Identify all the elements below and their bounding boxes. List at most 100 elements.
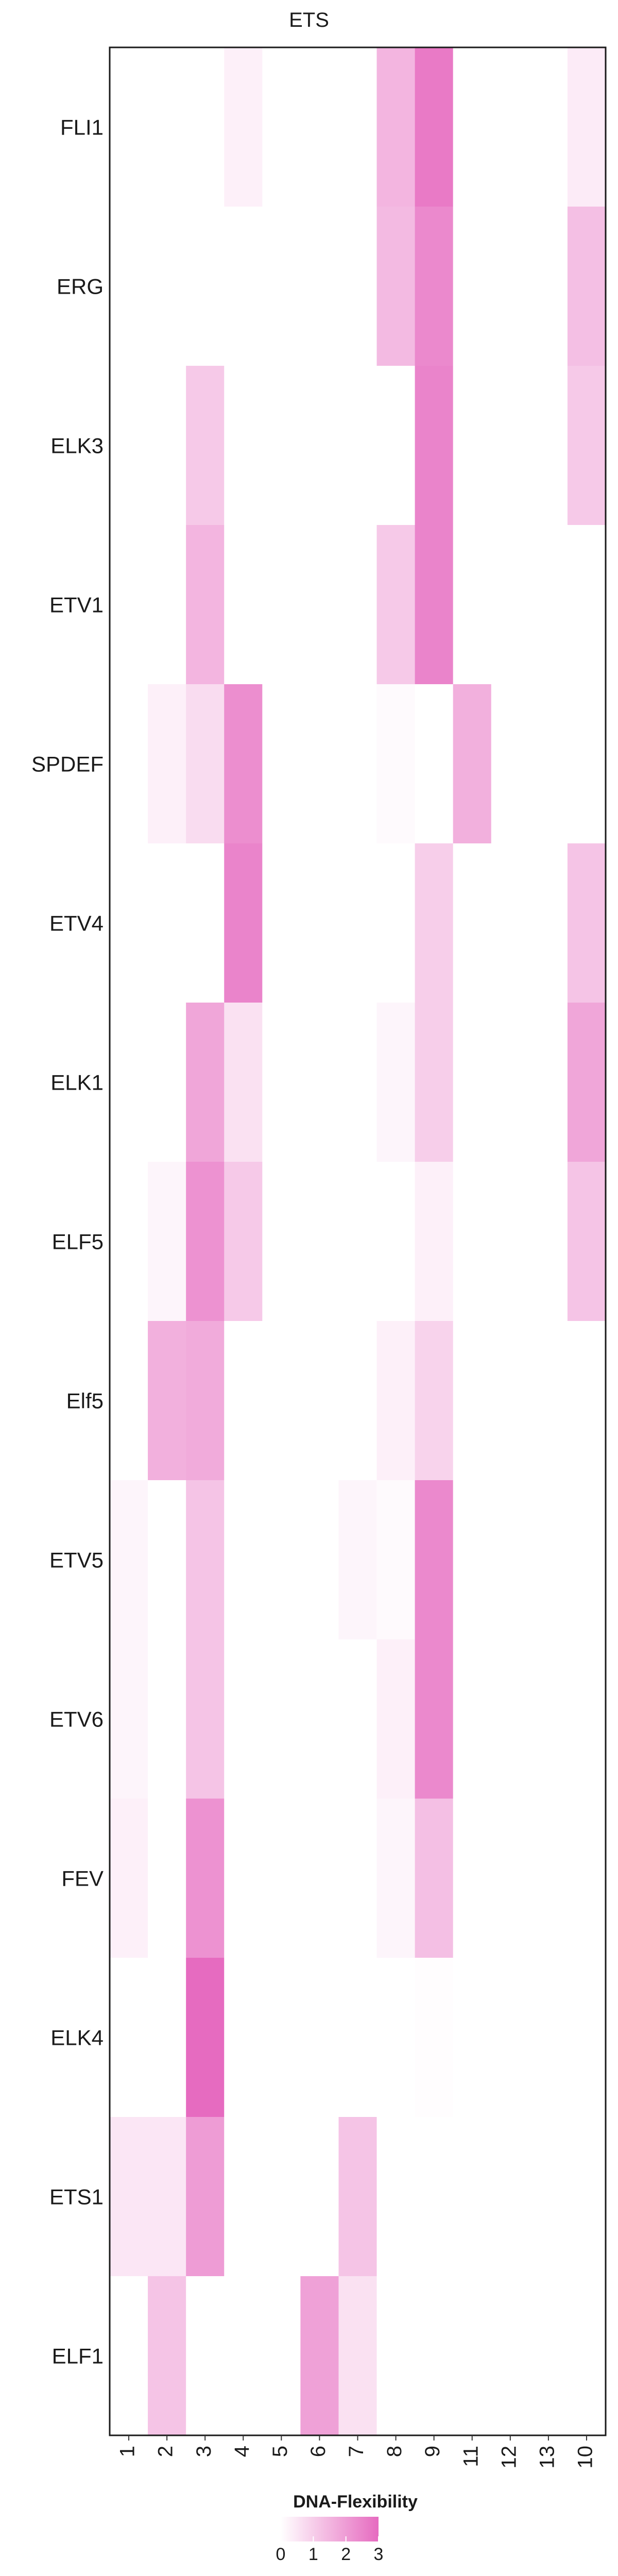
heatmap-cell xyxy=(224,684,263,844)
legend-color-bar xyxy=(281,2517,379,2541)
legend-tick-label: 0 xyxy=(276,2545,286,2564)
heatmap-cell xyxy=(186,843,225,1003)
heatmap-cell xyxy=(491,1162,530,1321)
legend-title: DNA-Flexibility xyxy=(293,2492,418,2512)
heatmap-cell xyxy=(110,366,148,526)
heatmap-cell xyxy=(110,1162,148,1321)
heatmap-cell xyxy=(567,1003,606,1162)
heatmap-cell xyxy=(491,1480,530,1640)
heatmap-cell xyxy=(567,1321,606,1481)
heatmap-cell xyxy=(376,1003,416,1162)
heatmap-cell xyxy=(491,1639,530,1799)
heatmap-cell xyxy=(110,843,148,1003)
heatmap-cell xyxy=(491,2117,530,2277)
heatmap-cell xyxy=(415,366,454,526)
column-label: 10 xyxy=(574,2446,597,2469)
heatmap-cell xyxy=(453,1639,492,1799)
legend-tick-label: 2 xyxy=(341,2545,351,2564)
heatmap-cell xyxy=(567,207,606,366)
row-label: ELK3 xyxy=(50,434,104,458)
heatmap-cell xyxy=(453,1958,492,2117)
heatmap-cell xyxy=(262,525,301,685)
heatmap-cell xyxy=(415,1799,454,1958)
column-label: 4 xyxy=(231,2446,253,2457)
heatmap-cell xyxy=(300,684,339,844)
heatmap-cell xyxy=(567,2276,606,2436)
heatmap-cell xyxy=(186,366,225,526)
heatmap-cell xyxy=(148,1958,186,2117)
heatmap-cell xyxy=(491,1799,530,1958)
heatmap-cell xyxy=(567,366,606,526)
heatmap-cell xyxy=(376,1321,416,1481)
heatmap-cell xyxy=(300,366,339,526)
heatmap-cell xyxy=(262,1162,301,1321)
heatmap-cell xyxy=(186,1799,225,1958)
heatmap-cell xyxy=(300,843,339,1003)
heatmap-cell xyxy=(148,1162,186,1321)
heatmap-cell xyxy=(300,207,339,366)
heatmap-cell xyxy=(110,2276,148,2436)
column-label: 7 xyxy=(345,2446,368,2457)
heatmap-cell xyxy=(110,1480,148,1640)
heatmap-cell xyxy=(376,1958,416,2117)
heatmap-cell xyxy=(453,207,492,366)
heatmap-cell xyxy=(376,2117,416,2277)
heatmap-cell xyxy=(376,207,416,366)
heatmap-cell xyxy=(338,1639,377,1799)
column-label: 8 xyxy=(383,2446,406,2457)
heatmap-cell xyxy=(376,47,416,207)
row-label: ETV1 xyxy=(49,593,104,617)
heatmap-cell xyxy=(224,1639,263,1799)
heatmap-cell xyxy=(148,843,186,1003)
heatmap-cell xyxy=(262,2117,301,2277)
heatmap-cell xyxy=(453,1162,492,1321)
heatmap-cell xyxy=(338,1162,377,1321)
heatmap-cell xyxy=(224,2117,263,2277)
heatmap-cell xyxy=(148,1321,186,1481)
heatmap-cell xyxy=(186,1639,225,1799)
heatmap-cell xyxy=(415,1480,454,1640)
heatmap-cell xyxy=(376,1799,416,1958)
heatmap-cell xyxy=(110,525,148,685)
heatmap-cell xyxy=(529,207,568,366)
heatmap-cells xyxy=(110,47,606,2436)
heatmap-cell xyxy=(224,366,263,526)
heatmap-cell xyxy=(376,1480,416,1640)
heatmap-cell xyxy=(415,525,454,685)
heatmap-cell xyxy=(262,684,301,844)
heatmap-cell xyxy=(529,2117,568,2277)
legend-tick-label: 3 xyxy=(374,2545,384,2564)
heatmap-cell xyxy=(110,207,148,366)
heatmap-cell xyxy=(415,1958,454,2117)
column-label: 13 xyxy=(536,2446,558,2469)
heatmap-cell xyxy=(186,207,225,366)
heatmap-cell xyxy=(491,1958,530,2117)
column-label: 5 xyxy=(269,2446,291,2457)
heatmap-cell xyxy=(186,2117,225,2277)
heatmap-cell xyxy=(262,1480,301,1640)
heatmap-cell xyxy=(148,366,186,526)
heatmap-cell xyxy=(224,843,263,1003)
heatmap-cell xyxy=(338,843,377,1003)
heatmap-cell xyxy=(529,1480,568,1640)
heatmap-cell xyxy=(491,47,530,207)
row-label: ERG xyxy=(57,275,104,299)
heatmap-cell xyxy=(262,1958,301,2117)
heatmap-cell xyxy=(453,2117,492,2277)
row-label: ELK4 xyxy=(50,2026,104,2050)
heatmap-cell xyxy=(338,47,377,207)
heatmap-cell xyxy=(415,47,454,207)
heatmap-cell xyxy=(567,1480,606,1640)
heatmap-cell xyxy=(376,1162,416,1321)
heatmap-cell xyxy=(567,1639,606,1799)
row-labels: FLI1 ERG ELK3 ETV1 SPDEF ETV4 ELK1 ELF5 Elf5 ETV5… xyxy=(31,115,104,2368)
heatmap-cell xyxy=(338,207,377,366)
row-label: FLI1 xyxy=(60,115,104,140)
heatmap-cell xyxy=(453,2276,492,2436)
heatmap-cell xyxy=(224,1480,263,1640)
heatmap-cell xyxy=(529,366,568,526)
heatmap-cell xyxy=(148,207,186,366)
heatmap-cell xyxy=(148,1003,186,1162)
column-label: 11 xyxy=(459,2446,482,2467)
heatmap-cell xyxy=(567,1799,606,1958)
